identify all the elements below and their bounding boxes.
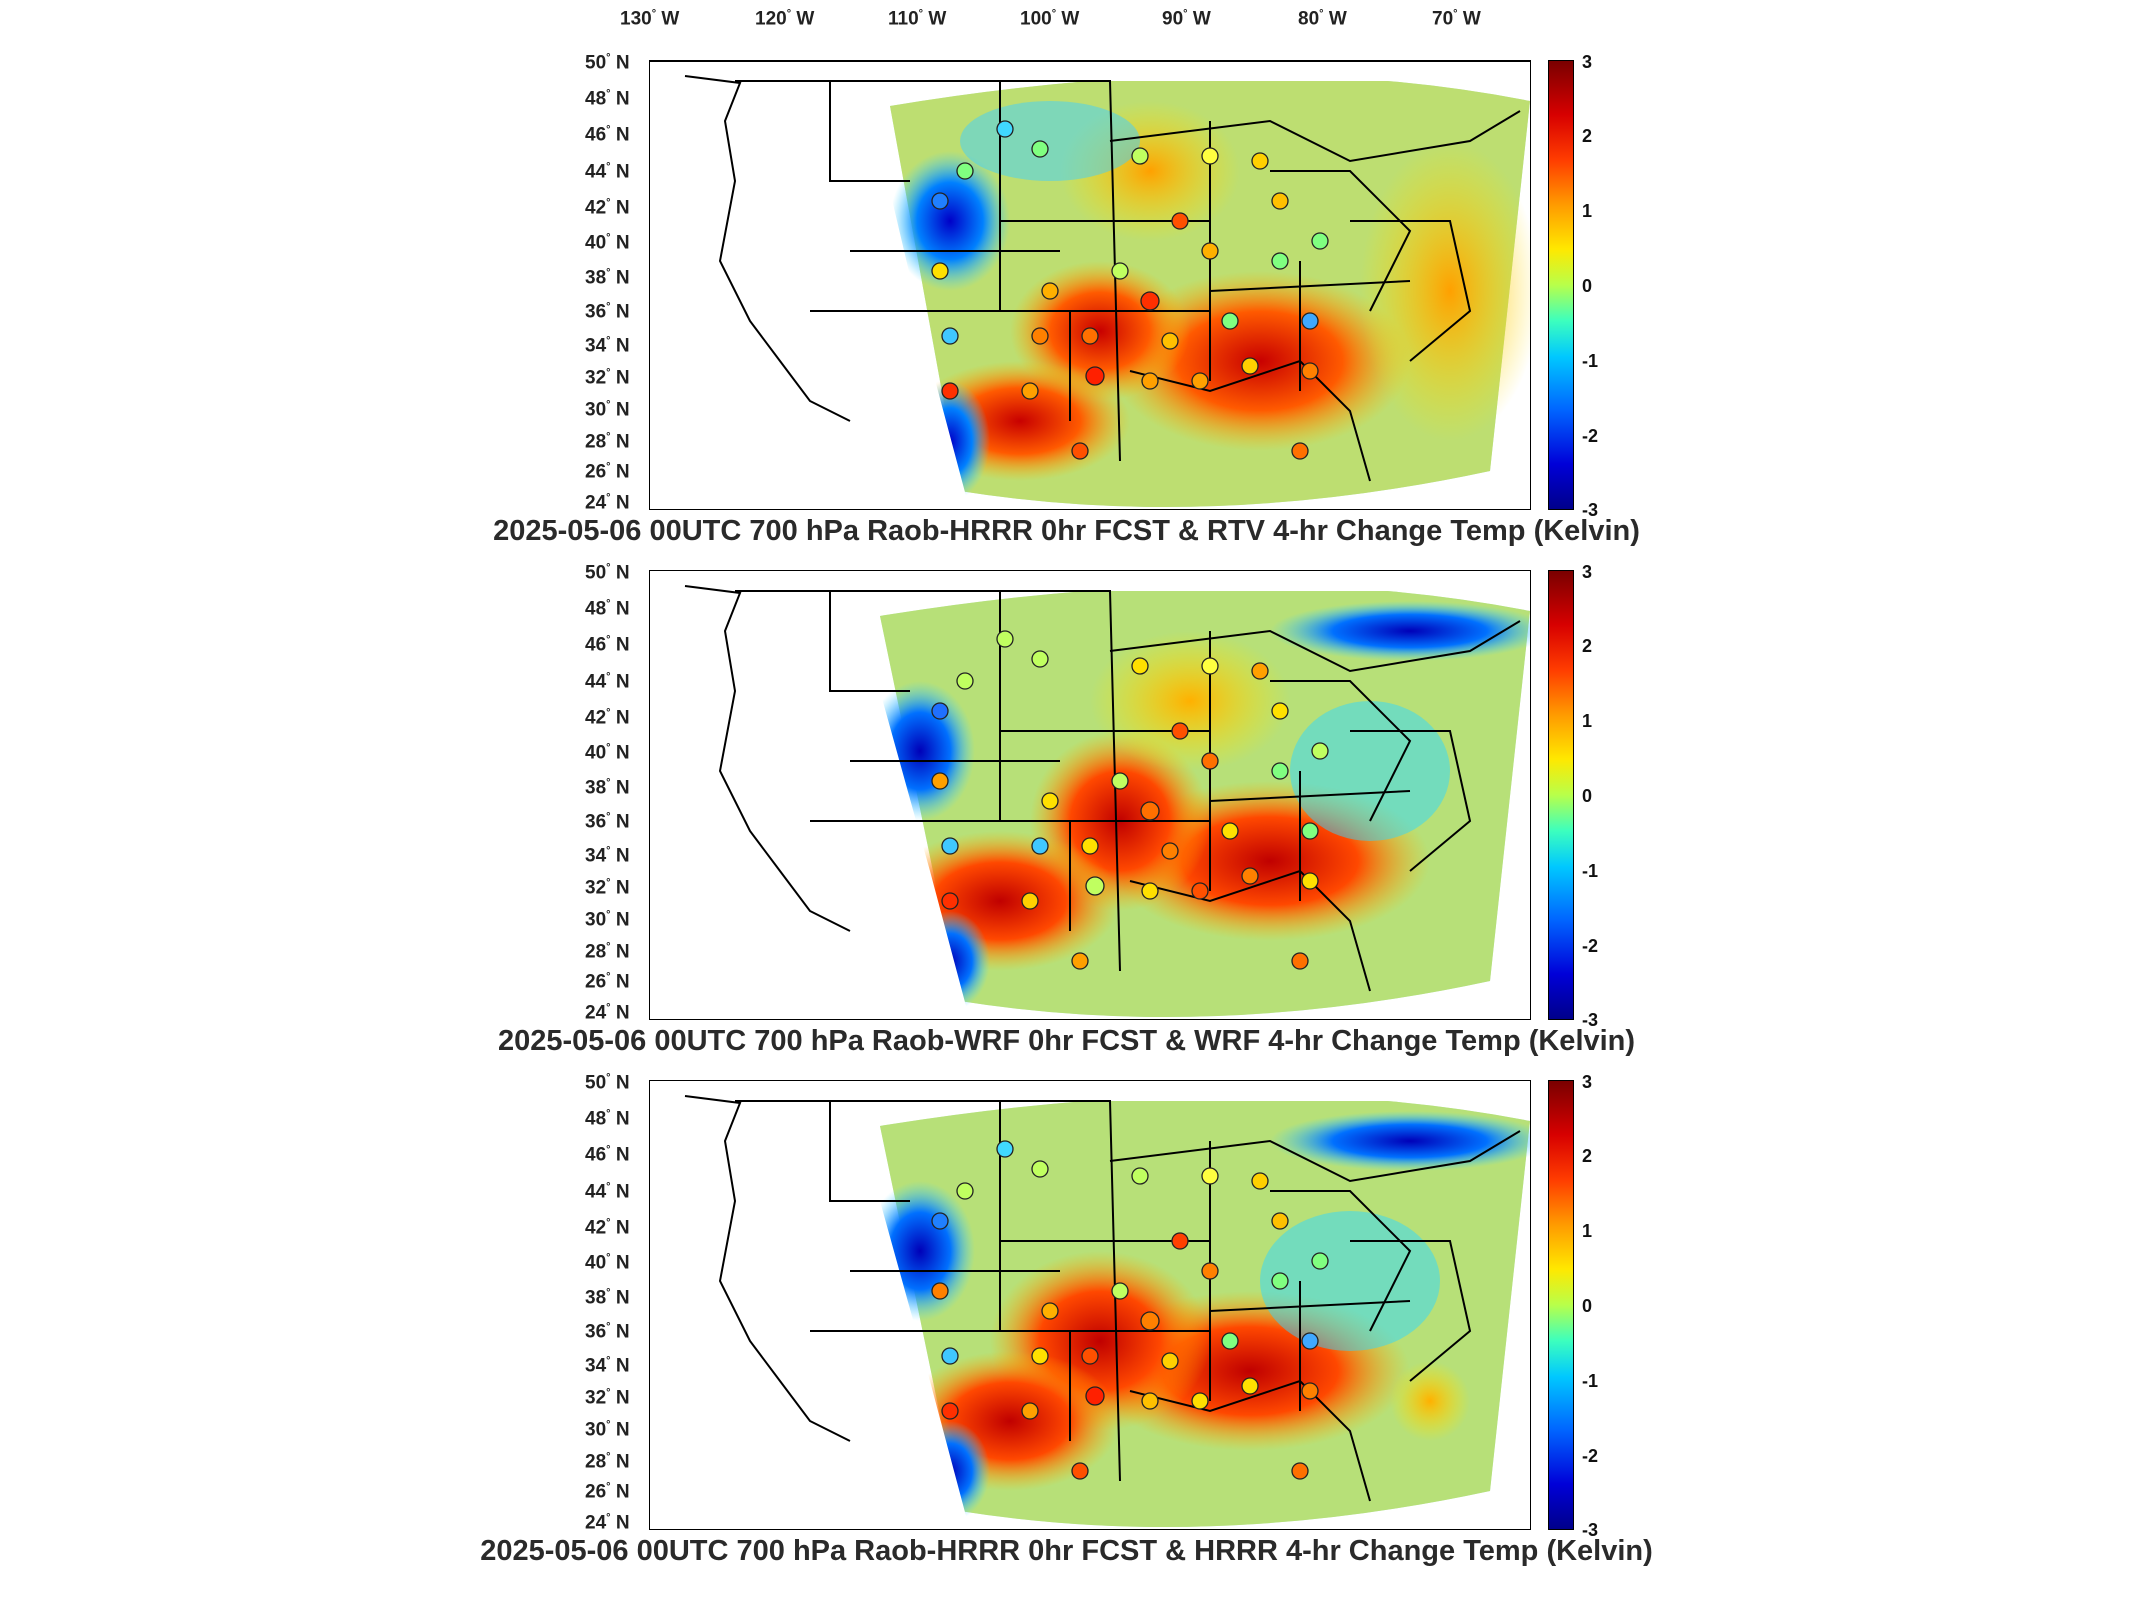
- temperature-map: [650, 571, 1530, 1019]
- map-panel-rtv: 50° N 48° N 46° N 44° N 42° N 40° N 38° …: [0, 52, 2133, 570]
- colorbar-tick: 3: [1582, 562, 1593, 582]
- colorbar-tick: -3: [1582, 1010, 1599, 1030]
- lat-label-28n: 28° N: [585, 941, 630, 963]
- colorbar-tick: -1: [1582, 351, 1599, 371]
- colorbar-tick: 1: [1582, 711, 1593, 731]
- colorbar-tick: 1: [1582, 1221, 1593, 1241]
- lon-label-100w: 100° W: [1020, 8, 1080, 30]
- panel-title: 2025-05-06 00UTC 700 hPa Raob-HRRR 0hr F…: [493, 515, 1640, 547]
- map-panel-hrrr: 50° N 48° N 46° N 44° N 42° N 40° N 38° …: [0, 1072, 2133, 1590]
- lat-label-32n: 32° N: [585, 367, 630, 389]
- lon-label-70w: 70° W: [1432, 8, 1481, 30]
- colorbar-tick: 3: [1582, 52, 1593, 72]
- lat-label-36n: 36° N: [585, 1321, 630, 1343]
- lat-label-44n: 44° N: [585, 671, 630, 693]
- lat-label-42n: 42° N: [585, 707, 630, 729]
- lat-label-42n: 42° N: [585, 197, 630, 219]
- colorbar-tick: 0: [1582, 786, 1593, 806]
- lat-label-26n: 26° N: [585, 1481, 630, 1503]
- lat-label-38n: 38° N: [585, 267, 630, 289]
- colorbar-tick: -3: [1582, 1520, 1599, 1540]
- panel-title: 2025-05-06 00UTC 700 hPa Raob-HRRR 0hr F…: [480, 1535, 1653, 1567]
- lon-label-90w: 90° W: [1162, 8, 1211, 30]
- lat-label-50n: 50° N: [585, 562, 630, 584]
- lat-label-26n: 26° N: [585, 461, 630, 483]
- lat-label-24n: 24° N: [585, 1512, 630, 1534]
- colorbar-tick: -1: [1582, 861, 1599, 881]
- colorbar-tick: 3: [1582, 1072, 1593, 1092]
- lat-label-42n: 42° N: [585, 1217, 630, 1239]
- map-panel-wrf: 50° N 48° N 46° N 44° N 42° N 40° N 38° …: [0, 562, 2133, 1080]
- colorbar-tick: 0: [1582, 1296, 1593, 1316]
- colorbar-tick: 2: [1582, 126, 1593, 146]
- lat-label-48n: 48° N: [585, 598, 630, 620]
- colorbar: [1548, 60, 1574, 510]
- map-frame: [649, 570, 1531, 1020]
- lat-label-36n: 36° N: [585, 301, 630, 323]
- lat-label-36n: 36° N: [585, 811, 630, 833]
- lon-label-120w: 120° W: [755, 8, 815, 30]
- colorbar-tick: 2: [1582, 1146, 1593, 1166]
- colorbar-tick: -1: [1582, 1371, 1599, 1391]
- lat-label-30n: 30° N: [585, 1419, 630, 1441]
- colorbar-tick: 2: [1582, 636, 1593, 656]
- lat-label-32n: 32° N: [585, 1387, 630, 1409]
- lat-label-46n: 46° N: [585, 124, 630, 146]
- colorbar-tick: -2: [1582, 426, 1599, 446]
- lat-label-32n: 32° N: [585, 877, 630, 899]
- lat-label-48n: 48° N: [585, 1108, 630, 1130]
- colorbar-tick: -3: [1582, 500, 1599, 520]
- colorbar-tick: 1: [1582, 201, 1593, 221]
- colorbar: [1548, 1080, 1574, 1530]
- lat-label-28n: 28° N: [585, 1451, 630, 1473]
- lon-label-130w: 130° W: [620, 8, 680, 30]
- lat-label-48n: 48° N: [585, 88, 630, 110]
- lat-label-38n: 38° N: [585, 777, 630, 799]
- temperature-map: [650, 61, 1530, 509]
- lat-label-24n: 24° N: [585, 492, 630, 514]
- lat-label-26n: 26° N: [585, 971, 630, 993]
- lat-label-30n: 30° N: [585, 399, 630, 421]
- lat-label-40n: 40° N: [585, 232, 630, 254]
- colorbar: [1548, 570, 1574, 1020]
- colorbar-tick: -2: [1582, 936, 1599, 956]
- temperature-map: [650, 1081, 1530, 1529]
- lat-label-38n: 38° N: [585, 1287, 630, 1309]
- lon-label-110w: 110° W: [888, 8, 947, 30]
- lon-label-80w: 80° W: [1298, 8, 1347, 30]
- lat-label-24n: 24° N: [585, 1002, 630, 1024]
- lat-label-40n: 40° N: [585, 1252, 630, 1274]
- lat-label-44n: 44° N: [585, 161, 630, 183]
- map-frame: [649, 1080, 1531, 1530]
- map-frame: [649, 60, 1531, 510]
- lat-label-30n: 30° N: [585, 909, 630, 931]
- colorbar-tick: -2: [1582, 1446, 1599, 1466]
- lat-label-46n: 46° N: [585, 634, 630, 656]
- lat-label-44n: 44° N: [585, 1181, 630, 1203]
- lat-label-34n: 34° N: [585, 845, 630, 867]
- lat-label-50n: 50° N: [585, 52, 630, 74]
- lat-label-40n: 40° N: [585, 742, 630, 764]
- lat-label-34n: 34° N: [585, 335, 630, 357]
- panel-title: 2025-05-06 00UTC 700 hPa Raob-WRF 0hr FC…: [497, 1025, 1636, 1057]
- lat-label-46n: 46° N: [585, 1144, 630, 1166]
- lat-label-50n: 50° N: [585, 1072, 630, 1094]
- lat-label-28n: 28° N: [585, 431, 630, 453]
- lat-label-34n: 34° N: [585, 1355, 630, 1377]
- colorbar-tick: 0: [1582, 276, 1593, 296]
